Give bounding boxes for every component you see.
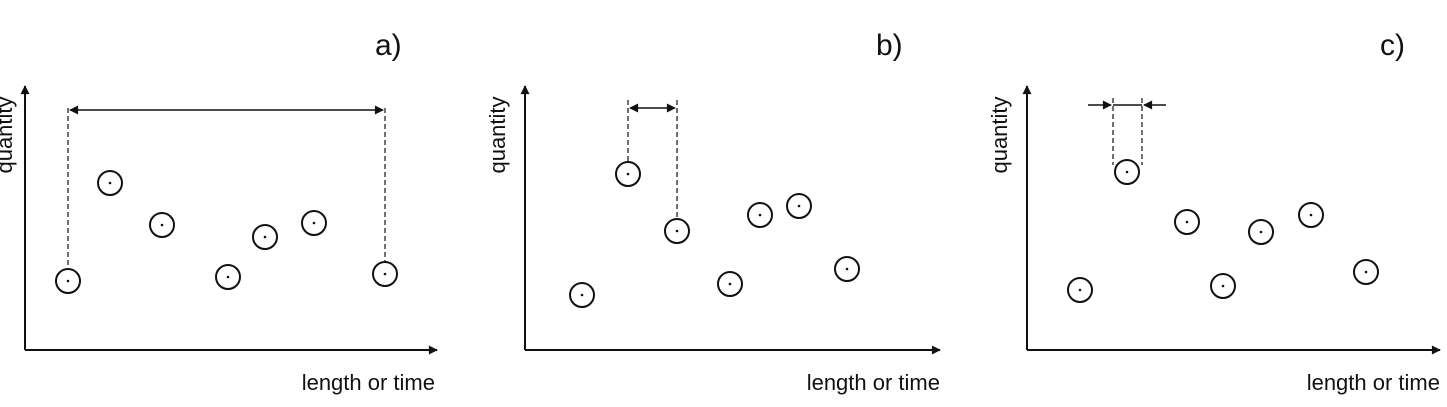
point-center <box>1221 284 1225 288</box>
points <box>569 161 860 308</box>
point-center <box>108 181 112 185</box>
point-center <box>845 267 849 271</box>
point-center <box>383 272 387 276</box>
point-center <box>797 204 801 208</box>
y-axis-label: quantity <box>0 96 17 173</box>
y-axis-label: quantity <box>485 96 510 173</box>
panel-label: a) <box>375 29 402 62</box>
x-axis-label: length or time <box>1307 370 1440 395</box>
point-center <box>728 282 732 286</box>
point-center <box>263 235 267 239</box>
panel-c: c) quantity length or time <box>987 29 1441 395</box>
panel-label: b) <box>876 29 903 62</box>
point-center <box>1364 270 1368 274</box>
point-center <box>1078 288 1082 292</box>
panel-b: b) quantity length or time <box>485 29 941 395</box>
point-center <box>1309 213 1313 217</box>
point-center <box>758 213 762 217</box>
points <box>55 170 398 294</box>
point-center <box>160 223 164 227</box>
point-center <box>626 172 630 176</box>
point-center <box>1259 230 1263 234</box>
point-center <box>226 275 230 279</box>
panel-label: c) <box>1380 29 1405 62</box>
x-axis-label: length or time <box>302 370 435 395</box>
point-center <box>1185 220 1189 224</box>
points <box>1067 159 1379 303</box>
point-center <box>312 221 316 225</box>
panel-a: a) quantity length or time <box>0 29 438 395</box>
point-center <box>1125 170 1129 174</box>
y-axis-label: quantity <box>987 96 1012 173</box>
point-center <box>675 229 679 233</box>
x-axis-label: length or time <box>807 370 940 395</box>
point-center <box>580 293 584 297</box>
point-center <box>66 279 70 283</box>
